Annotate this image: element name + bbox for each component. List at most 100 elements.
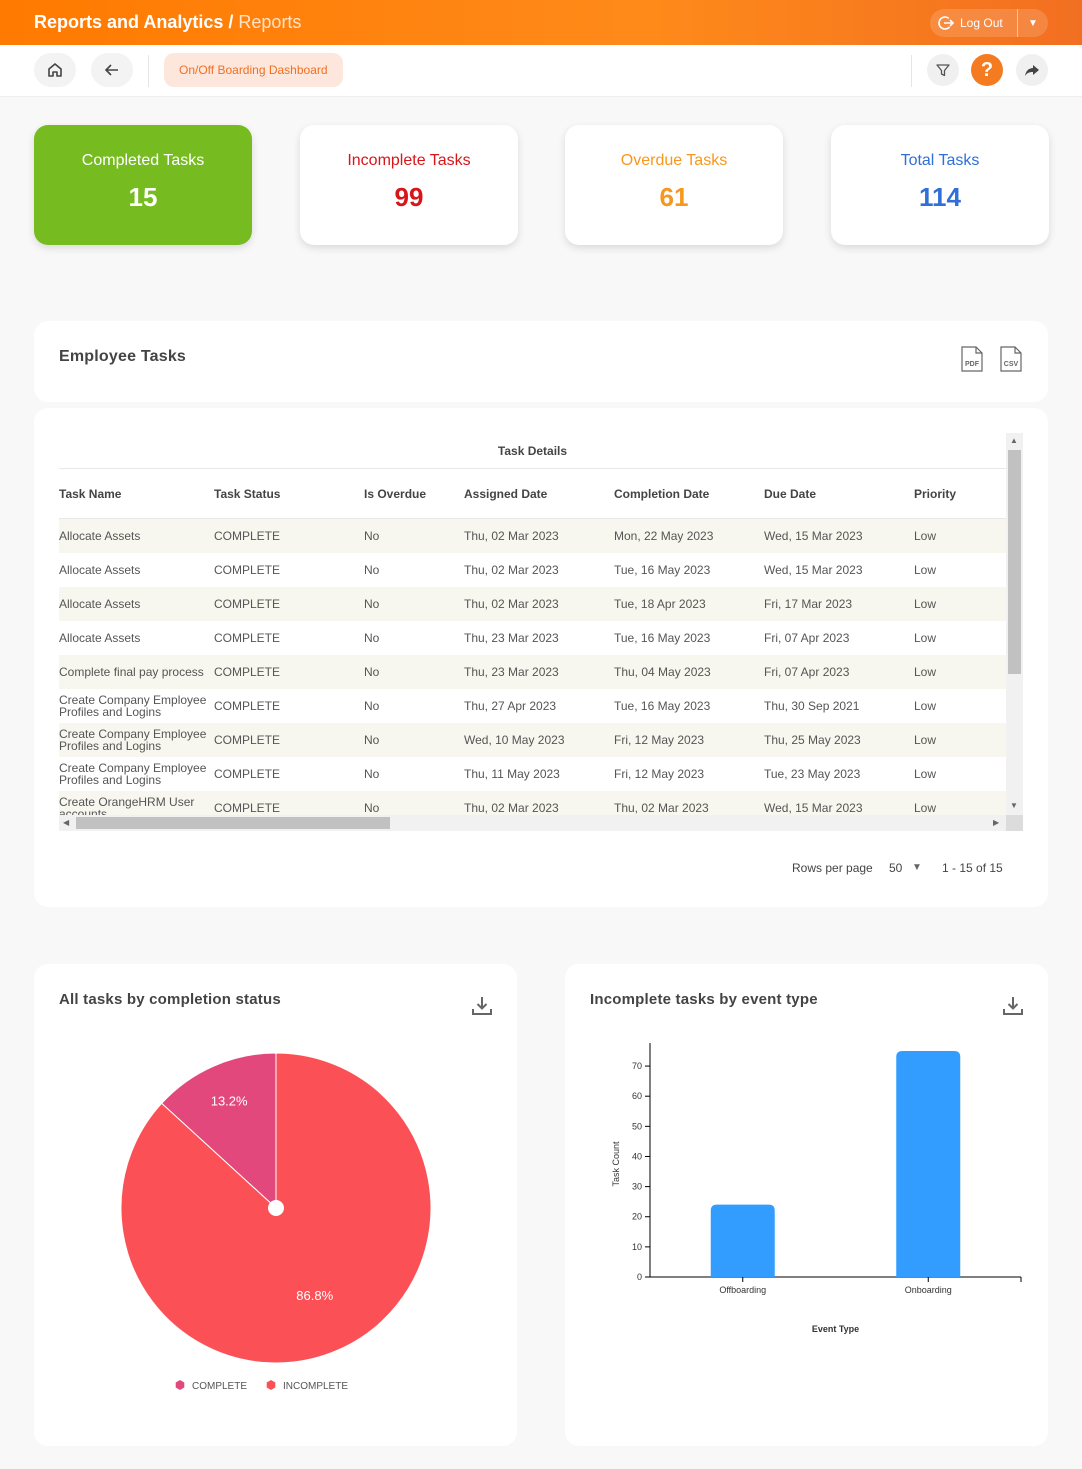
- cell-assigned-date: Thu, 11 May 2023: [464, 767, 560, 781]
- bar-offboarding: [710, 1204, 775, 1277]
- cell-priority: Low: [914, 801, 937, 815]
- cell-task-name: Create Company Employee Profiles and Log…: [59, 727, 207, 753]
- cell-is-overdue: No: [364, 665, 380, 679]
- cell-priority: Low: [914, 699, 937, 713]
- table-row[interactable]: Allocate Assets COMPLETE No Thu, 23 Mar 202…: [59, 621, 1006, 655]
- completed-tasks-label: Completed Tasks: [81, 152, 205, 169]
- cell-task-status: COMPLETE: [214, 733, 281, 747]
- horizontal-scrollbar[interactable]: ◀ ▶: [59, 815, 1006, 831]
- cell-completion-date: Tue, 16 May 2023: [614, 563, 711, 577]
- table-row[interactable]: Create Company Employee Profiles and Log…: [59, 723, 1006, 757]
- cell-priority: Low: [914, 631, 937, 645]
- rows-per-page-label: Rows per page: [792, 861, 873, 875]
- chevron-down-icon[interactable]: ▼: [912, 862, 922, 873]
- share-button[interactable]: [1016, 54, 1048, 86]
- column-header-priority[interactable]: Priority: [914, 487, 957, 501]
- breadcrumb-current: Reports: [238, 12, 302, 32]
- x-tick-label: Onboarding: [905, 1285, 952, 1295]
- cell-completion-date: Tue, 18 Apr 2023: [614, 597, 706, 611]
- incomplete-tasks-label: Incomplete Tasks: [347, 152, 471, 169]
- table-row[interactable]: Create Company Employee Profiles and Log…: [59, 757, 1006, 791]
- home-button[interactable]: [34, 53, 76, 87]
- cell-task-status: COMPLETE: [214, 529, 281, 543]
- table-row[interactable]: Allocate Assets COMPLETE No Thu, 02 Mar 202…: [59, 553, 1006, 587]
- cell-completion-date: Thu, 04 May 2023: [614, 665, 711, 679]
- cell-due-date: Fri, 17 Mar 2023: [764, 597, 853, 611]
- total-tasks-label: Total Tasks: [900, 152, 980, 169]
- pie-center-dot: [268, 1200, 284, 1216]
- overdue-tasks-card[interactable]: Overdue Tasks 61: [565, 125, 783, 245]
- cell-assigned-date: Thu, 02 Mar 2023: [464, 597, 559, 611]
- filter-icon: [936, 64, 950, 77]
- cell-due-date: Thu, 30 Sep 2021: [764, 699, 860, 713]
- module-title[interactable]: Reports and Analytics: [34, 12, 224, 32]
- caret-down-icon[interactable]: ▼: [1028, 17, 1038, 29]
- table-row[interactable]: Allocate Assets COMPLETE No Thu, 02 Mar 202…: [59, 587, 1006, 621]
- cell-assigned-date: Wed, 10 May 2023: [464, 733, 565, 747]
- column-header-task-name[interactable]: Task Name: [59, 487, 122, 501]
- breadcrumb-separator: /: [228, 12, 234, 32]
- vertical-scrollbar[interactable]: ▲ ▼: [1006, 433, 1023, 815]
- table-row[interactable]: Allocate Assets COMPLETE No Thu, 02 Mar 202…: [59, 519, 1006, 553]
- column-header-completion-date[interactable]: Completion Date: [614, 487, 710, 501]
- y-tick-label: 30: [632, 1182, 642, 1192]
- incomplete-tasks-card[interactable]: Incomplete Tasks 99: [300, 125, 518, 245]
- scroll-down-icon[interactable]: ▼: [1010, 801, 1018, 810]
- help-button[interactable]: ?: [971, 54, 1003, 86]
- bar-chart-title: Incomplete tasks by event type: [590, 991, 818, 1008]
- pdf-export-icon[interactable]: PDF: [961, 346, 983, 372]
- logout-button[interactable]: Log Out ▼: [930, 9, 1048, 37]
- scroll-up-icon[interactable]: ▲: [1010, 436, 1018, 445]
- cell-due-date: Fri, 07 Apr 2023: [764, 631, 850, 645]
- y-tick-label: 0: [637, 1272, 642, 1282]
- csv-export-icon[interactable]: CSV: [1000, 346, 1022, 372]
- cell-priority: Low: [914, 529, 937, 543]
- cell-priority: Low: [914, 597, 937, 611]
- cell-is-overdue: No: [364, 801, 380, 815]
- download-icon[interactable]: [1002, 995, 1024, 1017]
- cell-task-name: Allocate Assets: [59, 631, 141, 645]
- column-header-assigned-date[interactable]: Assigned Date: [464, 487, 548, 501]
- column-header-is-overdue[interactable]: Is Overdue: [364, 487, 427, 501]
- table-row[interactable]: Create Company Employee Profiles and Log…: [59, 689, 1006, 723]
- total-tasks-card[interactable]: Total Tasks 114: [831, 125, 1049, 245]
- completed-tasks-card[interactable]: Completed Tasks 15: [34, 125, 252, 245]
- cell-due-date: Wed, 15 Mar 2023: [764, 563, 863, 577]
- column-header-due-date[interactable]: Due Date: [764, 487, 817, 501]
- x-axis-label: Event Type: [812, 1324, 859, 1334]
- scroll-right-icon[interactable]: ▶: [993, 818, 1000, 827]
- arrow-left-icon: [104, 64, 118, 76]
- cell-task-name: Create Company Employee Profiles and Log…: [59, 761, 207, 787]
- legend-label-incomplete: INCOMPLETE: [283, 1381, 348, 1392]
- filter-button[interactable]: [927, 54, 959, 86]
- csv-label: CSV: [1004, 361, 1019, 368]
- cell-assigned-date: Thu, 02 Mar 2023: [464, 801, 559, 815]
- total-tasks-value: 114: [919, 182, 961, 212]
- cell-is-overdue: No: [364, 529, 380, 543]
- legend-label-complete: COMPLETE: [192, 1381, 247, 1392]
- cell-assigned-date: Thu, 27 Apr 2023: [464, 699, 557, 713]
- cell-task-status: COMPLETE: [214, 699, 281, 713]
- table-header-row: Task Name Task Status Is Overdue Assigne…: [59, 469, 1006, 519]
- download-icon[interactable]: [471, 995, 493, 1017]
- vertical-scroll-thumb[interactable]: [1008, 450, 1021, 674]
- horizontal-scroll-thumb[interactable]: [76, 817, 390, 829]
- table-row[interactable]: Complete final pay process COMPLETE No Thu,…: [59, 655, 1006, 689]
- cell-is-overdue: No: [364, 767, 380, 781]
- dashboard-tab[interactable]: On/Off Boarding Dashboard: [164, 53, 343, 87]
- cell-task-name: Allocate Assets: [59, 597, 141, 611]
- cell-completion-date: Mon, 22 May 2023: [614, 529, 714, 543]
- column-header-task-status[interactable]: Task Status: [214, 487, 281, 501]
- back-button[interactable]: [91, 53, 133, 87]
- home-icon: [48, 63, 62, 77]
- pie-chart-panel: All tasks by completion status 13.2% 86.8…: [34, 964, 517, 1446]
- overdue-tasks-value: 61: [659, 182, 689, 212]
- cell-completion-date: Thu, 02 Mar 2023: [614, 801, 709, 815]
- logout-divider: [1017, 9, 1018, 37]
- rows-per-page-select[interactable]: 50: [889, 861, 903, 875]
- pie-chart: 13.2% 86.8% COMPLETE INCOMPLETE: [120, 1052, 432, 1392]
- cell-due-date: Wed, 15 Mar 2023: [764, 801, 863, 815]
- cell-task-status: COMPLETE: [214, 801, 281, 815]
- overdue-tasks-label: Overdue Tasks: [620, 152, 728, 169]
- scroll-left-icon[interactable]: ◀: [63, 818, 70, 827]
